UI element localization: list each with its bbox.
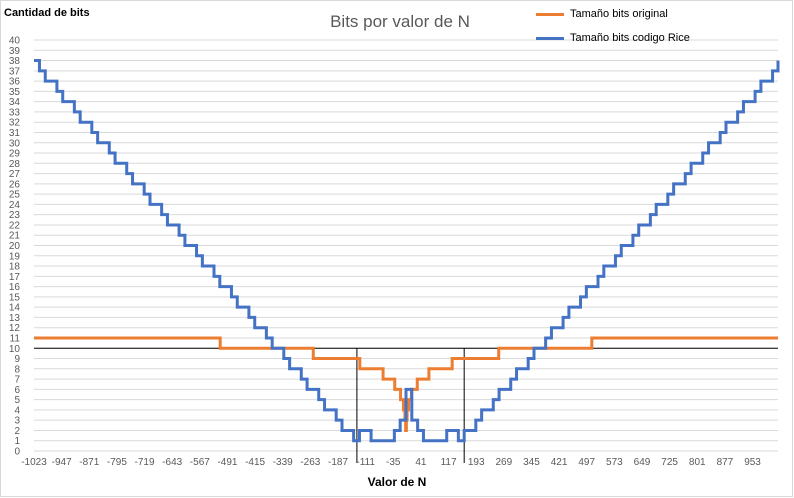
y-tick-label: 32 — [9, 118, 21, 129]
y-tick-label: 30 — [9, 138, 21, 149]
x-tick-label: 41 — [415, 457, 427, 468]
x-tick-label: -947 — [52, 457, 72, 468]
legend-label-original: Tamaño bits original — [570, 8, 668, 20]
x-tick-label: 345 — [523, 457, 540, 468]
y-tick-label: 36 — [9, 77, 21, 88]
y-tick-label: 31 — [9, 128, 21, 139]
y-tick-label: 34 — [9, 97, 21, 108]
y-tick-label: 39 — [9, 46, 21, 57]
y-tick-label: 13 — [9, 313, 21, 324]
reference-lines — [34, 347, 778, 463]
legend-swatch-rice — [536, 36, 564, 40]
y-tick-label: 40 — [9, 36, 21, 47]
series-line-rice — [34, 59, 780, 443]
x-tick-label: -567 — [190, 457, 210, 468]
y-tick-label: 4 — [14, 405, 20, 416]
x-tick-label: -719 — [135, 457, 155, 468]
y-tick-label: 18 — [9, 262, 21, 273]
y-tick-label: 35 — [9, 87, 21, 98]
x-tick-label: -1023 — [21, 457, 47, 468]
series-lines — [34, 59, 780, 443]
legend: Tamaño bits original Tamaño bits codigo … — [536, 2, 690, 50]
y-axis-label: Cantidad de bits — [4, 7, 90, 19]
legend-item-rice: Tamaño bits codigo Rice — [536, 26, 690, 50]
y-tick-label: 24 — [9, 200, 21, 211]
x-tick-label: 421 — [551, 457, 568, 468]
x-tick-label: 269 — [495, 457, 512, 468]
x-tick-label: -795 — [107, 457, 127, 468]
x-tick-label: 497 — [578, 457, 595, 468]
x-tick-label: 801 — [689, 457, 706, 468]
y-tick-label: 16 — [9, 282, 21, 293]
legend-item-original: Tamaño bits original — [536, 2, 690, 26]
x-tick-label: 725 — [661, 457, 678, 468]
x-tick-label: -415 — [245, 457, 265, 468]
y-tick-label: 23 — [9, 210, 21, 221]
x-tick-label: 953 — [744, 457, 761, 468]
x-tick-label: -491 — [217, 457, 237, 468]
x-tick-label: -35 — [386, 457, 401, 468]
y-tick-label: 22 — [9, 220, 21, 231]
y-tick-label: 9 — [14, 354, 20, 365]
y-tick-label: 26 — [9, 179, 21, 190]
y-tick-label: 27 — [9, 169, 21, 180]
x-tick-label: 877 — [717, 457, 734, 468]
y-tick-label: 1 — [14, 436, 20, 447]
y-tick-label: 2 — [14, 426, 20, 437]
x-tick-label: -339 — [273, 457, 293, 468]
y-tick-label: 20 — [9, 241, 21, 252]
legend-swatch-original — [536, 12, 564, 16]
y-tick-label: 5 — [14, 395, 20, 406]
chart-title: Bits por valor de N — [330, 12, 470, 31]
y-tick-label: 14 — [9, 303, 21, 314]
y-tick-labels: 0123456789101112131415161718192021222324… — [9, 36, 21, 458]
y-tick-label: 19 — [9, 251, 21, 262]
y-tick-label: 28 — [9, 159, 21, 170]
y-tick-label: 10 — [9, 344, 21, 355]
series-line-original — [34, 336, 778, 432]
y-tick-label: 3 — [14, 416, 20, 427]
y-tick-label: 11 — [10, 333, 21, 344]
y-tick-label: 21 — [9, 231, 21, 242]
x-tick-label: -111 — [356, 457, 375, 468]
x-tick-label: 117 — [441, 457, 457, 468]
x-tick-label: 573 — [606, 457, 623, 468]
x-tick-label: -187 — [328, 457, 348, 468]
y-tick-label: 17 — [9, 272, 21, 283]
x-tick-labels: -1023 -947 -871 -795 -719 -643 -567 -491 -415 -33… — [21, 457, 761, 468]
x-tick-label: 649 — [634, 457, 651, 468]
y-tick-label: 8 — [14, 364, 20, 375]
x-tick-label: -643 — [162, 457, 182, 468]
x-tick-label: -263 — [300, 457, 320, 468]
y-tick-label: 0 — [14, 447, 20, 458]
x-axis-label: Valor de N — [367, 475, 427, 489]
y-tick-label: 12 — [9, 323, 21, 334]
x-tick-label: -871 — [79, 457, 99, 468]
y-tick-label: 38 — [9, 56, 21, 67]
y-tick-label: 25 — [9, 190, 21, 201]
y-tick-label: 6 — [14, 385, 20, 396]
y-tick-label: 37 — [9, 66, 21, 77]
y-tick-label: 15 — [9, 292, 21, 303]
y-tick-label: 33 — [9, 107, 21, 118]
legend-label-rice: Tamaño bits codigo Rice — [570, 32, 690, 44]
x-tick-label: 193 — [468, 457, 485, 468]
y-tick-label: 7 — [14, 375, 20, 386]
y-tick-label: 29 — [9, 149, 21, 160]
